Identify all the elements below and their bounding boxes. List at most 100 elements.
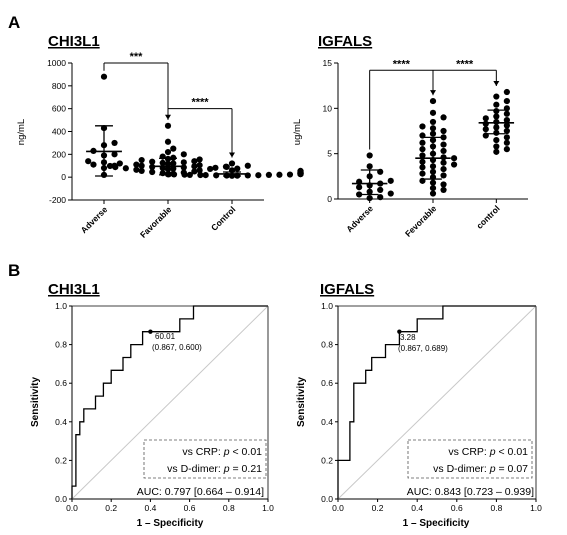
igfals-scatter-category-label: Fevorable (403, 203, 439, 239)
igfals-scatter-data-point (450, 161, 458, 168)
igfals-roc-xlabel: 1 – Specificity (403, 518, 470, 529)
chi3l1-scatter-data-point (138, 167, 145, 174)
igfals-scatter-data-point (493, 101, 500, 108)
chi3l1-scatter-data-point (265, 171, 272, 178)
chi3l1-stats-crp: vs CRP: p < 0.01 (182, 446, 262, 458)
igfals-scatter-ytick-label: 15 (323, 58, 333, 68)
igfals-roc-ytick-label: 0.4 (321, 417, 333, 427)
igfals-scatter-data-point (440, 114, 447, 121)
igfals-roc-ytick-label: 0.2 (321, 455, 333, 465)
igfals-scatter-data-point (429, 190, 437, 197)
chi3l1-scatter-data-point (100, 73, 108, 80)
chi3l1-scatter-data-point (244, 162, 251, 169)
igfals-scatter-data-point (440, 159, 447, 166)
igfals-roc-xtick-label: 0.2 (372, 503, 384, 513)
chi3l1-scatter-ytick-label: 800 (52, 81, 66, 91)
chi3l1-auc: AUC: 0.797 [0.664 – 0.914] (137, 486, 264, 498)
igfals-roc-xtick-label: 0.8 (490, 503, 502, 513)
chi3l1-scatter-data-point (186, 171, 193, 178)
chi3l1-scatter-data-point (196, 167, 203, 174)
chi3l1-scatter-ylabel: ng/mL (16, 119, 27, 145)
igfals-cutoff-value: 3.28 (400, 333, 416, 342)
igfals-scatter-data-point (356, 191, 363, 198)
chi3l1-scatter-ytick-label: 600 (52, 104, 66, 114)
igfals-scatter-data-point (440, 141, 447, 148)
igfals-scatter-data-point (503, 117, 510, 124)
igfals-scatter-ytick-label: 5 (327, 149, 332, 159)
panel-letter-b: B (8, 261, 20, 280)
chi3l1-roc-xtick-label: 0.4 (144, 503, 156, 513)
igfals-scatter-data-point (419, 164, 426, 171)
chi3l1-scatter-significance-label: *** (130, 51, 144, 63)
chi3l1-scatter-data-point (212, 164, 219, 171)
igfals-scatter-significance-label: **** (456, 58, 474, 70)
igfals-roc-cutoff-point (397, 329, 402, 334)
igfals-scatter-data-point (503, 122, 510, 129)
chi3l1-scatter-data-point (112, 164, 119, 171)
igfals-scatter-data-point (419, 146, 426, 153)
igfals-scatter-data-point (493, 148, 500, 155)
igfals-scatter-data-point (429, 179, 437, 186)
igfals-scatter-data-point (419, 139, 426, 146)
chi3l1-scatter-data-point (133, 166, 140, 173)
igfals-scatter-data-point (419, 158, 426, 165)
chi3l1-roc-xtick-label: 0.0 (66, 503, 78, 513)
chi3l1-scatter-data-point (164, 148, 172, 156)
chi3l1-scatter-data-point (149, 168, 156, 176)
chi3l1-scatter-data-point (138, 156, 145, 164)
igfals-scatter-data-point (440, 186, 447, 194)
chi3l1-scatter-data-point (197, 171, 204, 179)
igfals-scatter-data-point (493, 136, 500, 144)
chi3l1-roc-cutoff-point (148, 329, 153, 334)
chi3l1-cutoff-coords: (0.867, 0.600) (152, 343, 202, 352)
igfals-scatter-data-point (377, 168, 384, 175)
chi3l1-scatter-data-point (149, 158, 156, 165)
chi3l1-scatter-data-point (255, 172, 262, 179)
chi3l1-scatter-significance-label: **** (191, 97, 209, 109)
igfals-roc-ytick-label: 0.6 (321, 378, 333, 388)
igfals-scatter-significance-label: **** (393, 58, 411, 70)
igfals-roc-xtick-label: 0.0 (332, 503, 344, 513)
igfals-scatter-ytick-label: 0 (327, 194, 332, 204)
chi3l1-roc-xtick-label: 0.8 (223, 503, 235, 513)
igfals-roc-ytick-label: 1.0 (321, 301, 333, 311)
igfals-scatter-data-point (429, 130, 437, 137)
igfals-roc-title: IGFALS (320, 281, 374, 298)
chi3l1-scatter-data-point (122, 165, 129, 172)
igfals-stats-crp: vs CRP: p < 0.01 (448, 446, 528, 458)
igfals-scatter-data-point (493, 93, 500, 100)
igfals-scatter-data-point (356, 184, 363, 191)
chi3l1-scatter-data-point (276, 171, 283, 178)
igfals-roc-chart: IGFALS Sensitivity 1 – Specificity vs CR… (296, 281, 542, 529)
chi3l1-scatter-data-point (159, 159, 166, 166)
igfals-scatter-data-point (377, 194, 384, 201)
chi3l1-scatter-title: CHI3L1 (48, 33, 100, 50)
igfals-roc-ylabel: Sensitivity (296, 377, 307, 427)
igfals-cutoff-coords: (0.867, 0.689) (398, 344, 448, 353)
chi3l1-scatter-category-label: Favorable (138, 204, 174, 240)
igfals-roc-ytick-label: 0.8 (321, 340, 333, 350)
igfals-scatter-data-point (419, 132, 426, 139)
chi3l1-scatter-category-label: Adverse (79, 204, 110, 235)
igfals-scatter-data-point (429, 118, 437, 126)
igfals-scatter-data-point (482, 120, 489, 127)
igfals-scatter-data-point (419, 170, 426, 177)
chi3l1-scatter-data-point (202, 172, 209, 179)
chi3l1-scatter-comparison-arrow (229, 152, 235, 158)
chi3l1-roc-ytick-label: 0.0 (55, 494, 67, 504)
igfals-scatter-data-point (366, 163, 373, 170)
chi3l1-scatter-data-point (213, 172, 220, 179)
igfals-scatter-title: IGFALS (318, 33, 372, 50)
igfals-scatter-data-point (482, 132, 489, 139)
chi3l1-roc-xlabel: 1 – Specificity (137, 518, 204, 529)
chi3l1-scatter-data-point (164, 122, 172, 129)
chi3l1-scatter-data-point (90, 161, 97, 168)
chi3l1-scatter-data-point (164, 138, 172, 145)
chi3l1-roc-ylabel: Sensitivity (30, 377, 41, 427)
chi3l1-scatter-data-point (138, 162, 145, 169)
chi3l1-scatter-data-point (286, 171, 294, 178)
chi3l1-scatter-data-point (191, 168, 198, 175)
igfals-scatter-data-point (503, 146, 510, 153)
chi3l1-scatter-data-point (181, 171, 188, 178)
igfals-scatter-data-point (440, 172, 447, 179)
